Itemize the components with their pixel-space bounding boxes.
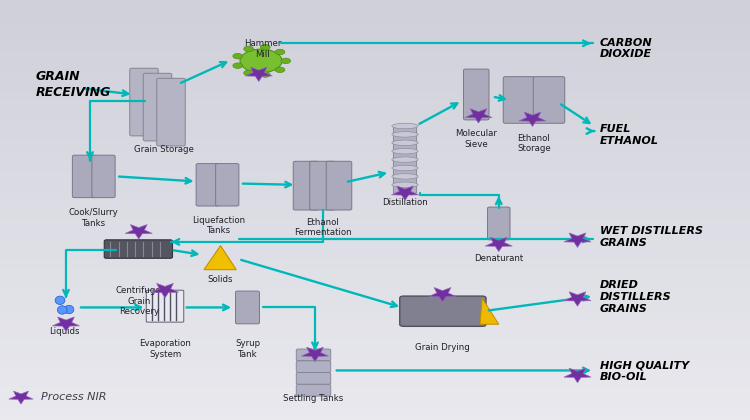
Text: Denaturant: Denaturant [474,254,524,263]
Text: Hammer
Mill: Hammer Mill [244,39,281,59]
Text: WET DISTILLERS
GRAINS: WET DISTILLERS GRAINS [600,226,703,248]
Ellipse shape [392,182,418,187]
FancyBboxPatch shape [296,384,331,396]
FancyBboxPatch shape [488,207,510,240]
Polygon shape [302,347,328,362]
Polygon shape [204,246,236,270]
Ellipse shape [275,67,285,73]
Ellipse shape [260,72,270,77]
Text: Solids: Solids [208,275,233,284]
FancyBboxPatch shape [400,296,486,326]
Ellipse shape [232,53,242,59]
Ellipse shape [392,132,418,137]
FancyBboxPatch shape [104,240,172,258]
Ellipse shape [260,45,270,50]
Polygon shape [125,225,152,239]
Polygon shape [152,284,178,298]
Polygon shape [429,288,456,302]
Text: Centrifuge
Grain
Recovery: Centrifuge Grain Recovery [116,286,161,316]
Ellipse shape [392,140,418,146]
Ellipse shape [392,157,418,163]
Text: Syrup
Tank: Syrup Tank [235,339,260,359]
Text: Distillation: Distillation [382,198,427,207]
Ellipse shape [392,123,418,129]
Text: DRIED
DISTILLERS
GRAINS: DRIED DISTILLERS GRAINS [600,280,672,314]
Ellipse shape [392,149,418,154]
Ellipse shape [232,63,242,68]
Ellipse shape [64,305,74,314]
FancyBboxPatch shape [72,155,96,198]
Text: Grain Drying: Grain Drying [416,343,470,352]
FancyBboxPatch shape [310,161,335,210]
FancyBboxPatch shape [92,155,116,198]
Ellipse shape [392,165,418,171]
Polygon shape [53,317,80,331]
FancyBboxPatch shape [157,78,185,146]
FancyBboxPatch shape [196,163,219,206]
Ellipse shape [392,174,418,179]
Polygon shape [245,67,272,81]
FancyBboxPatch shape [293,161,319,210]
Text: CARBON
DIOXIDE: CARBON DIOXIDE [600,37,652,59]
Text: Liquefaction
Tanks: Liquefaction Tanks [193,216,245,235]
Polygon shape [9,391,33,404]
FancyBboxPatch shape [326,161,352,210]
FancyBboxPatch shape [146,290,184,322]
FancyBboxPatch shape [143,73,172,141]
FancyBboxPatch shape [503,76,535,123]
Ellipse shape [275,49,285,55]
Text: GRAIN
RECEIVING: GRAIN RECEIVING [36,69,111,99]
FancyBboxPatch shape [296,349,331,361]
Text: Grain Storage: Grain Storage [134,145,194,154]
Text: Process NIR: Process NIR [41,392,106,402]
Text: Ethanol
Fermentation: Ethanol Fermentation [294,218,351,237]
Ellipse shape [56,296,64,304]
Text: Settling Tanks: Settling Tanks [284,394,344,403]
Polygon shape [564,233,591,247]
FancyBboxPatch shape [216,163,238,206]
Text: Evaporation
System: Evaporation System [139,339,191,359]
FancyBboxPatch shape [130,68,158,136]
Polygon shape [485,237,512,252]
Text: Liquids: Liquids [50,327,80,336]
Polygon shape [564,368,591,383]
Text: HIGH QUALITY
BIO-OIL: HIGH QUALITY BIO-OIL [600,360,689,382]
Circle shape [240,49,282,73]
FancyBboxPatch shape [236,291,260,324]
Text: Ethanol
Storage: Ethanol Storage [518,134,550,153]
Text: Cook/Slurry
Tanks: Cook/Slurry Tanks [69,208,118,228]
Polygon shape [564,292,591,306]
Polygon shape [480,298,499,324]
FancyBboxPatch shape [296,361,331,373]
Ellipse shape [57,306,68,314]
Ellipse shape [244,70,254,76]
Text: FUEL
ETHANOL: FUEL ETHANOL [600,124,659,146]
Text: Molecular
Sieve: Molecular Sieve [455,129,497,149]
FancyBboxPatch shape [464,69,489,120]
Polygon shape [465,109,492,123]
Ellipse shape [244,46,254,52]
FancyBboxPatch shape [533,76,565,123]
Ellipse shape [280,58,291,64]
Polygon shape [519,112,546,126]
FancyBboxPatch shape [394,126,417,193]
Polygon shape [392,186,418,200]
FancyBboxPatch shape [296,373,331,384]
